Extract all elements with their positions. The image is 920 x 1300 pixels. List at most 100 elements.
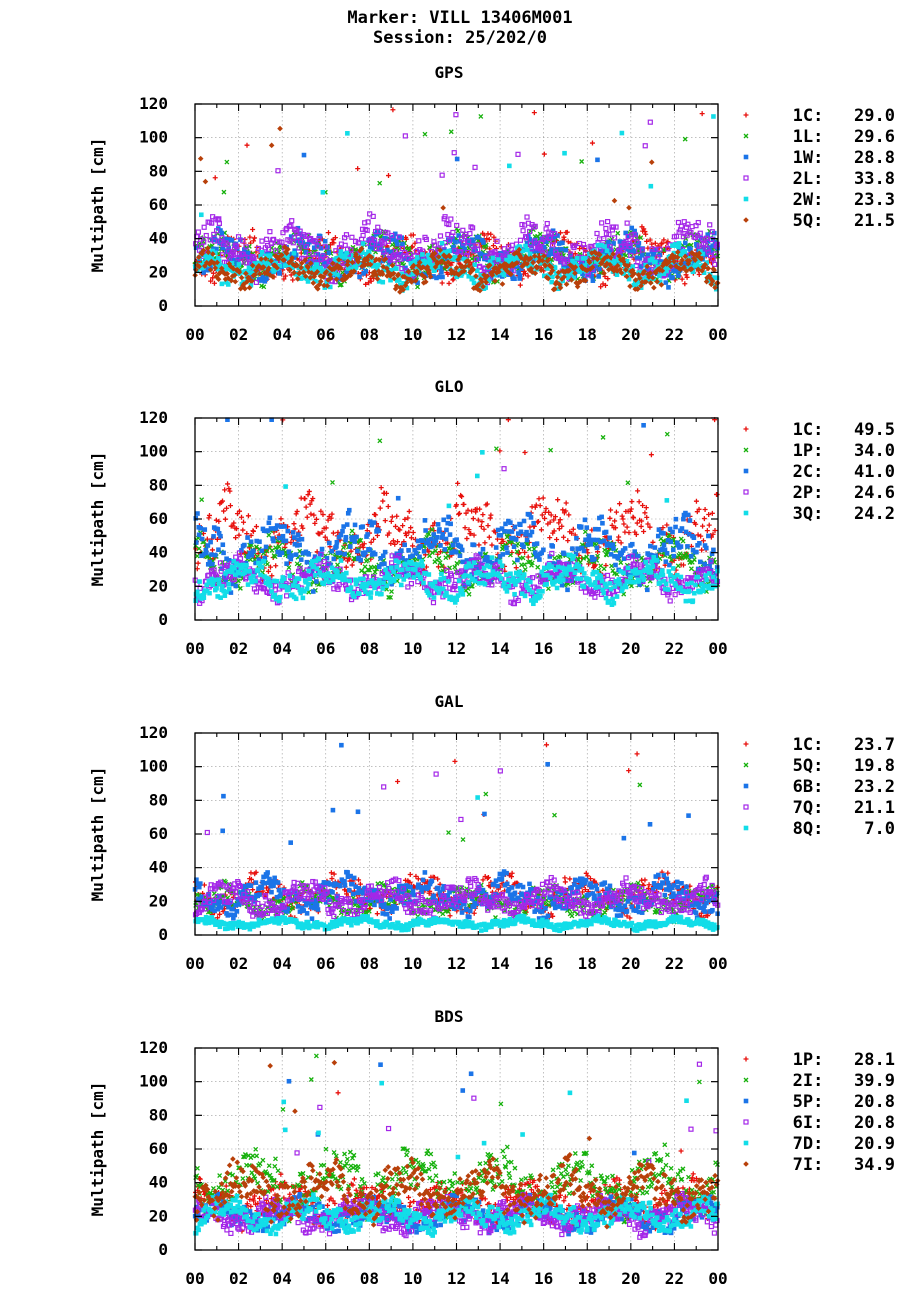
- data-point: [498, 532, 504, 538]
- data-point: [673, 524, 678, 530]
- data-point: [622, 546, 628, 551]
- y-tick-label: 100: [139, 128, 168, 147]
- data-point: [550, 228, 556, 234]
- data-point: [401, 256, 407, 261]
- data-point: [711, 547, 716, 553]
- data-point: [396, 278, 402, 283]
- data-point: [216, 547, 221, 553]
- data-point: [326, 230, 332, 236]
- data-point: [407, 251, 413, 258]
- data-point: [410, 530, 416, 536]
- data-point: [322, 244, 328, 250]
- data-point: [399, 548, 404, 553]
- data-point: [482, 540, 488, 546]
- data-point: [394, 238, 399, 244]
- data-point: [364, 227, 370, 233]
- data-point: [290, 530, 296, 535]
- data-point: [635, 488, 641, 494]
- data-point: [521, 518, 527, 524]
- data-point: [603, 529, 609, 535]
- data-point: [706, 533, 711, 539]
- x-tick-label: 02: [229, 325, 248, 344]
- data-point: [249, 552, 255, 558]
- data-point: [294, 229, 300, 235]
- data-point: [584, 525, 590, 530]
- legend: 1C: 29.01L: 29.61W: 28.82L: 33.82W: 23.3…: [743, 106, 895, 231]
- data-point: [582, 517, 588, 523]
- data-point: [240, 527, 246, 533]
- data-point: [524, 537, 530, 543]
- data-point: [535, 518, 541, 524]
- data-point: [534, 541, 540, 546]
- data-point: [275, 168, 281, 174]
- data-point: [228, 258, 234, 263]
- data-point: [389, 237, 395, 242]
- data-point: [562, 150, 567, 156]
- data-point: [225, 242, 231, 248]
- data-point: [645, 252, 651, 258]
- data-point: [348, 247, 354, 253]
- data-point: [499, 281, 506, 287]
- data-point: [632, 228, 637, 234]
- data-point: [251, 548, 256, 554]
- data-point: [458, 249, 463, 254]
- data-point: [230, 249, 236, 255]
- data-point: [365, 532, 370, 537]
- data-point: [635, 553, 641, 559]
- data-point: [258, 278, 264, 283]
- data-point: [565, 239, 571, 245]
- data-point: [590, 278, 596, 283]
- data-point: [611, 546, 616, 551]
- data-point: [595, 157, 600, 163]
- data-point: [651, 284, 657, 291]
- data-point: [507, 163, 512, 169]
- data-point: [477, 263, 483, 269]
- data-point: [344, 269, 349, 275]
- legend-entry: 2L: 33.8: [793, 169, 895, 189]
- data-point: [470, 516, 476, 522]
- data-point: [611, 235, 618, 241]
- data-point: [448, 521, 453, 527]
- data-point: [331, 240, 337, 246]
- data-point: [267, 515, 273, 521]
- y-tick-label: 60: [149, 195, 168, 214]
- data-point: [478, 113, 484, 119]
- data-point: [638, 264, 644, 269]
- data-point: [280, 230, 286, 236]
- data-point: [676, 241, 682, 246]
- data-point: [675, 219, 682, 226]
- data-point: [298, 557, 304, 562]
- data-point: [505, 550, 510, 555]
- data-point: [268, 142, 275, 149]
- data-point: [458, 249, 464, 256]
- data-point: [376, 228, 383, 235]
- data-point: [515, 541, 521, 547]
- data-point: [212, 175, 218, 181]
- data-point: [693, 498, 699, 504]
- data-point: [627, 243, 633, 250]
- data-point: [520, 228, 526, 234]
- data-point: [312, 239, 318, 245]
- data-point: [406, 548, 411, 553]
- data-point: [372, 237, 378, 243]
- data-point: [594, 545, 600, 551]
- data-point: [599, 514, 604, 520]
- data-point: [416, 238, 422, 244]
- data-point: [374, 533, 380, 539]
- data-point: [382, 561, 387, 567]
- y-tick-label: 80: [149, 161, 168, 180]
- panel-title: GPS: [435, 63, 464, 82]
- legend-entry: 5Q: 21.5: [793, 211, 895, 231]
- data-point: [625, 234, 631, 239]
- data-point: [211, 231, 217, 238]
- data-point: [296, 245, 302, 251]
- data-point: [697, 540, 702, 546]
- data-point: [621, 521, 627, 527]
- data-point: [670, 529, 675, 535]
- data-point: [437, 233, 444, 239]
- data-point: [246, 250, 251, 256]
- data-point: [406, 508, 412, 514]
- data-point: [680, 538, 686, 544]
- data-point: [321, 259, 327, 265]
